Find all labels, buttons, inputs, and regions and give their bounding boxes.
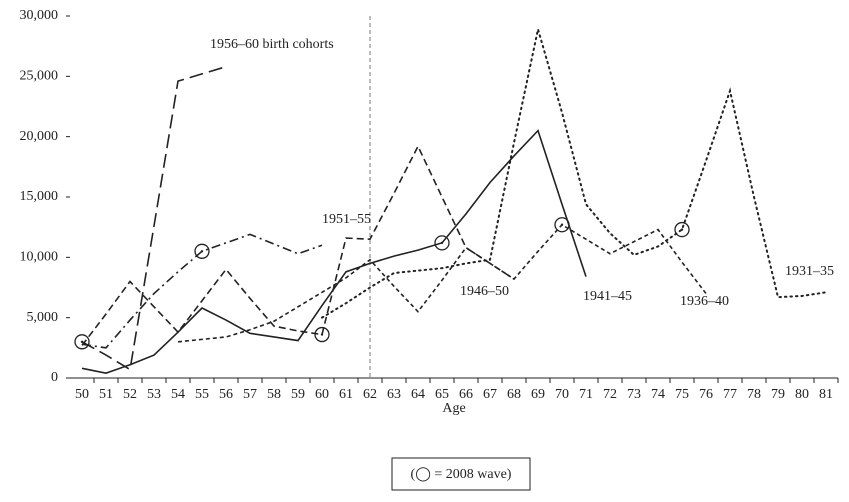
x-tick-label: 78 [747,387,761,402]
wave-marker-dot [560,223,564,226]
x-axis-label: Age [442,401,465,416]
x-tick-label: 59 [291,387,305,402]
wave-marker-dot [440,241,444,245]
y-tick-label: 20,000 [20,129,59,144]
x-tick-label: 60 [315,387,329,402]
x-tick-label: 62 [363,387,377,402]
x-tick-label: 54 [171,387,185,402]
series-label: 1931–35 [785,264,834,279]
wave-marker [74,334,90,350]
series-line [321,28,827,319]
x-tick-label: 76 [699,387,713,402]
x-tick-label: 61 [339,387,353,402]
y-tick-label: 15,000 [20,189,59,204]
x-tick-label: 52 [123,387,137,402]
x-tick-label: 55 [195,387,209,402]
y-tick-label: 0 [51,370,58,385]
x-tick-label: 73 [627,387,641,402]
x-tick-label: 65 [435,387,449,402]
x-tick-label: 57 [243,387,257,402]
wave-marker-dot [80,340,84,343]
x-tick-label: 63 [387,387,401,402]
x-tick-label: 71 [579,387,593,402]
wave-marker [674,221,690,238]
wave-marker [554,217,570,233]
y-tick-label: 25,000 [20,69,59,84]
wave-marker [314,326,330,343]
x-tick-label: 53 [147,387,161,402]
series-label: 1956–60 birth cohorts [210,37,334,52]
x-tick-label: 79 [771,387,785,402]
x-tick-label: 77 [723,387,737,402]
series-line [177,223,707,343]
x-tick-label: 70 [555,387,569,402]
wave-marker [194,243,210,259]
series-label: 1936–40 [680,294,729,309]
wave-marker-dot [680,228,684,231]
x-tick-label: 81 [819,387,833,402]
y-tick-label: 5,000 [27,310,59,325]
x-tick-label: 64 [411,387,425,402]
series-label: 1951–55 [322,212,371,227]
y-tick-label: 30,000 [20,8,59,23]
x-tick-label: 69 [531,387,545,402]
legend-text: (◯ = 2008 wave) [411,467,512,482]
x-tick-label: 68 [507,387,521,402]
y-tick-label: 10,000 [20,250,59,265]
x-tick-label: 66 [459,387,473,402]
series-line [81,129,587,375]
series-label: 1946–50 [460,284,509,299]
x-tick-label: 75 [675,387,689,402]
x-tick-label: 58 [267,387,281,402]
series-line [81,144,515,346]
x-tick-label: 67 [483,387,497,402]
x-tick-label: 51 [99,387,113,402]
x-tick-label: 56 [219,387,233,402]
x-tick-label: 50 [75,387,89,402]
legend-box [391,457,531,491]
x-tick-label: 80 [795,387,809,402]
x-tick-label: 72 [603,387,617,402]
x-tick-label: 74 [651,387,665,402]
series-label: 1941–45 [583,289,632,304]
series-line [81,65,227,371]
wave-marker-dot [320,333,324,336]
wave-marker [434,235,450,251]
wave-marker-dot [200,250,204,253]
